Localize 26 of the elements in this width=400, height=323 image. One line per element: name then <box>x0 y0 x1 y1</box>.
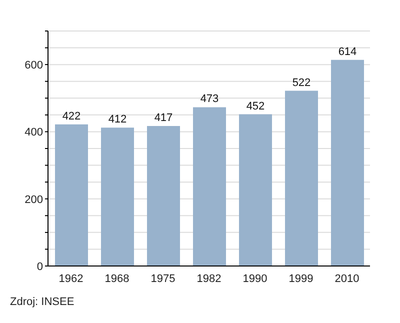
x-tick-label: 1990 <box>242 272 268 285</box>
x-tick-label: 2010 <box>334 272 360 285</box>
bar <box>331 60 364 266</box>
bar <box>285 90 318 266</box>
data-label: 522 <box>292 76 311 89</box>
data-label: 422 <box>62 110 81 122</box>
y-tick-label: 400 <box>24 126 43 139</box>
x-tick-label: 1975 <box>150 272 176 285</box>
data-label: 614 <box>338 46 357 58</box>
x-tick-label: 1962 <box>58 272 84 285</box>
bar <box>239 114 272 266</box>
data-label: 417 <box>154 112 173 124</box>
x-tick-label: 1982 <box>196 272 222 285</box>
data-label: 452 <box>246 100 265 112</box>
x-tick-label: 1999 <box>288 272 314 285</box>
x-tick-label: 1968 <box>104 272 130 285</box>
y-tick-label: 200 <box>24 194 43 206</box>
text: Zdroj: INSEE <box>10 296 76 308</box>
bar <box>147 126 180 266</box>
bar <box>193 107 226 266</box>
data-label: 412 <box>108 114 127 126</box>
y-tick-label: 0 <box>36 260 43 273</box>
data-label: 473 <box>200 93 219 106</box>
bar <box>55 124 88 266</box>
y-tick-label: 600 <box>24 59 43 72</box>
bar <box>101 128 134 266</box>
